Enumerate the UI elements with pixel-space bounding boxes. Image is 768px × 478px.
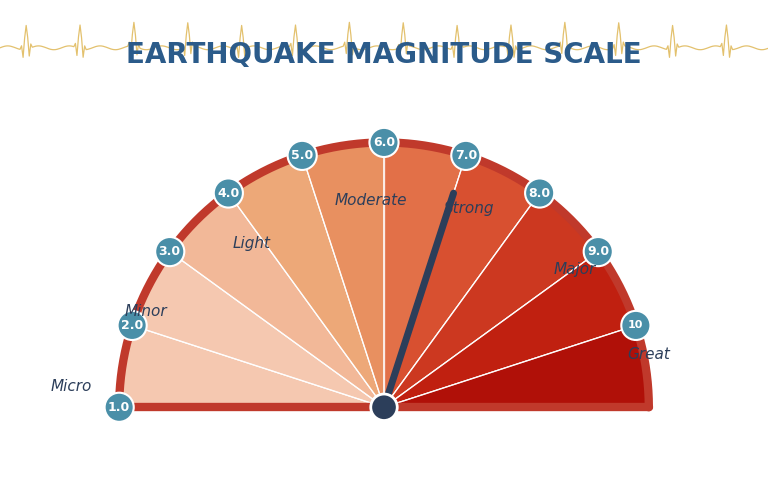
- Wedge shape: [384, 326, 649, 407]
- Circle shape: [369, 128, 399, 157]
- Wedge shape: [132, 251, 384, 407]
- Wedge shape: [302, 142, 384, 407]
- Circle shape: [584, 237, 613, 266]
- Text: Minor: Minor: [124, 304, 167, 319]
- Circle shape: [287, 141, 316, 170]
- Text: 5.0: 5.0: [291, 149, 313, 162]
- Text: 9.0: 9.0: [588, 245, 609, 258]
- Circle shape: [621, 311, 650, 340]
- Wedge shape: [228, 155, 384, 407]
- Text: 1.0: 1.0: [108, 401, 131, 414]
- Circle shape: [525, 178, 554, 207]
- Text: Light: Light: [233, 236, 270, 250]
- Circle shape: [371, 394, 397, 421]
- Wedge shape: [170, 193, 384, 407]
- Text: 7.0: 7.0: [455, 149, 477, 162]
- Text: 8.0: 8.0: [528, 186, 551, 199]
- Text: 2.0: 2.0: [121, 319, 144, 332]
- Wedge shape: [384, 142, 466, 407]
- Text: 4.0: 4.0: [217, 186, 240, 199]
- Circle shape: [214, 178, 243, 207]
- Text: 3.0: 3.0: [159, 245, 180, 258]
- Circle shape: [118, 311, 147, 340]
- Text: Major: Major: [554, 262, 596, 277]
- Text: Strong: Strong: [443, 201, 494, 216]
- Text: Moderate: Moderate: [335, 193, 407, 208]
- Text: EARTHQUAKE MAGNITUDE SCALE: EARTHQUAKE MAGNITUDE SCALE: [126, 42, 642, 69]
- Circle shape: [155, 237, 184, 266]
- Text: 6.0: 6.0: [373, 136, 395, 149]
- Text: Micro: Micro: [51, 379, 92, 393]
- Circle shape: [452, 141, 481, 170]
- Text: 10: 10: [628, 320, 644, 330]
- Wedge shape: [119, 326, 384, 407]
- Wedge shape: [384, 193, 598, 407]
- Wedge shape: [384, 251, 636, 407]
- Wedge shape: [384, 155, 540, 407]
- Circle shape: [104, 393, 134, 422]
- Text: Great: Great: [627, 347, 670, 362]
